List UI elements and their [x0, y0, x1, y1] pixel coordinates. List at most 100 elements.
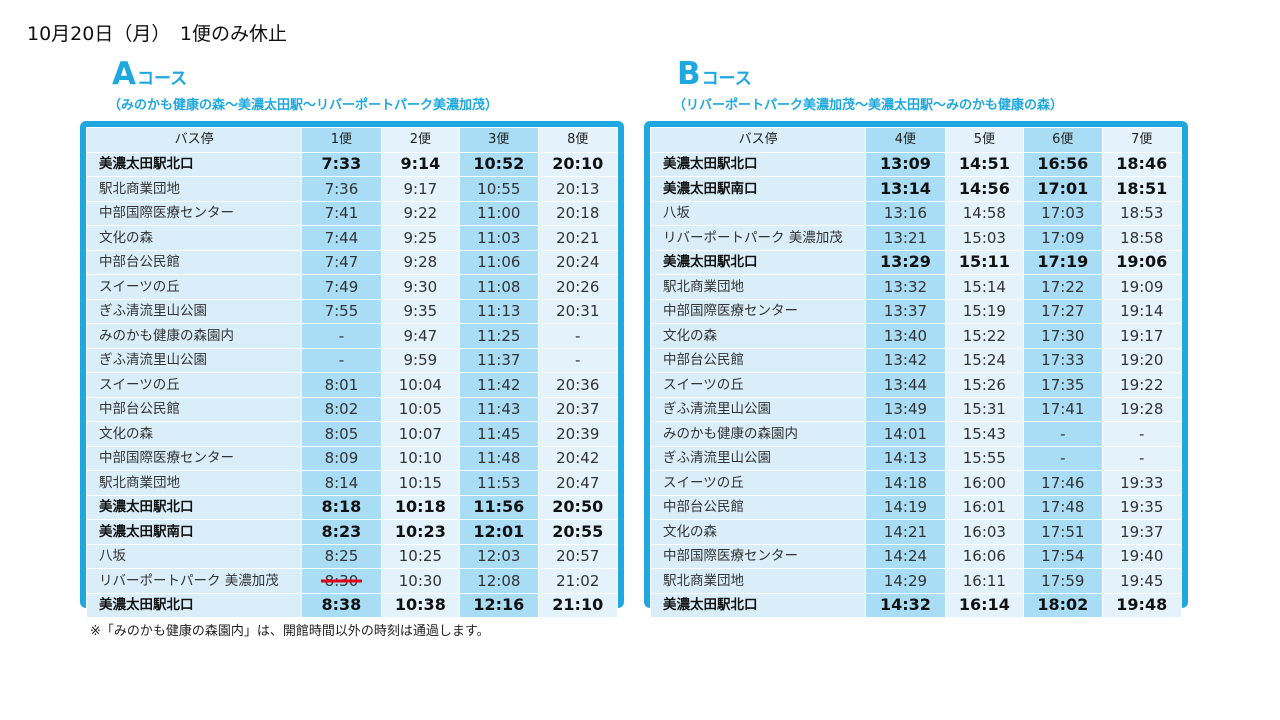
departure-time: 20:18	[537, 200, 619, 226]
departure-time: 15:03	[944, 225, 1025, 251]
table-row: ぎふ清流里山公園 13:49 15:31 17:41 19:28	[649, 396, 1183, 422]
departure-time: 18:58	[1101, 225, 1183, 251]
table-row: 文化の森 7:44 9:25 11:03 20:21	[85, 225, 619, 251]
departure-time: 10:05	[380, 396, 461, 422]
departure-time: 8:38	[301, 592, 382, 618]
departure-time: 17:03	[1023, 200, 1103, 226]
table-row: みのかも健康の森園内 -9:47 11:25-	[85, 323, 619, 349]
stop-name: 八坂	[85, 543, 303, 569]
departure-time: 13:37	[865, 298, 946, 324]
course-b-header-row: バス停 4便 5便 6便 7便	[649, 127, 1183, 153]
departure-time: 21:10	[537, 592, 619, 618]
departure-time: 20:57	[537, 543, 619, 569]
departure-time: 9:59	[380, 347, 461, 373]
departure-time: 9:14	[380, 151, 461, 177]
departure-time: 11:37	[459, 347, 539, 373]
departure-time: 14:51	[944, 151, 1025, 177]
departure-time: 10:15	[380, 470, 461, 496]
departure-time: 19:35	[1101, 494, 1183, 520]
departure-time: 16:01	[944, 494, 1025, 520]
table-row: 八坂 13:16 14:58 17:03 18:53	[649, 200, 1183, 226]
departure-time: 8:18	[301, 494, 382, 520]
departure-time: 13:40	[865, 323, 946, 349]
stop-name: 八坂	[649, 200, 867, 226]
table-row: 八坂 8:25 10:25 12:03 20:57	[85, 543, 619, 569]
departure-time: 10:52	[459, 151, 539, 177]
departure-time: 20:10	[537, 151, 619, 177]
departure-time: 14:01	[865, 421, 946, 447]
departure-time: 19:22	[1101, 372, 1183, 398]
departure-time: 15:19	[944, 298, 1025, 324]
departure-time: 19:06	[1101, 249, 1183, 275]
stop-name: 美濃太田駅北口	[649, 249, 867, 275]
departure-time: 17:46	[1023, 470, 1103, 496]
page-heading: 10月20日（月） 1便のみ休止	[27, 23, 287, 45]
departure-time: -	[301, 323, 382, 349]
table-row: 駅北商業団地 13:32 15:14 17:22 19:09	[649, 274, 1183, 300]
stop-name: 美濃太田駅南口	[649, 176, 867, 202]
departure-time: 11:25	[459, 323, 539, 349]
stop-name: 中部台公民館	[649, 494, 867, 520]
departure-time: 10:23	[380, 519, 461, 545]
course-a-title: Aコース	[112, 56, 187, 92]
course-a-letter: A	[112, 56, 136, 92]
table-row: みのかも健康の森園内 14:01 15:43- -	[649, 421, 1183, 447]
course-a-header-trip: 8便	[537, 127, 619, 153]
table-row: 駅北商業団地 7:36 9:17 10:55 20:13	[85, 176, 619, 202]
stop-name: スイーツの丘	[649, 470, 867, 496]
departure-time: 17:19	[1023, 249, 1103, 275]
stop-name: ぎふ清流里山公園	[85, 298, 303, 324]
departure-time: 11:03	[459, 225, 539, 251]
departure-time: 7:33	[301, 151, 382, 177]
departure-time: 14:13	[865, 445, 946, 471]
departure-time: 15:14	[944, 274, 1025, 300]
table-row: 美濃太田駅北口 7:33 9:14 10:52 20:10	[85, 151, 619, 177]
course-b-header-stop: バス停	[649, 127, 867, 153]
departure-time: 15:43	[944, 421, 1025, 447]
course-b-subtitle: （リバーポートパーク美濃加茂～美濃太田駅～みのかも健康の森）	[673, 98, 1064, 113]
departure-time: 17:54	[1023, 543, 1103, 569]
table-row: リバーポートパーク 美濃加茂 8:30 10:30 12:08 21:02	[85, 568, 619, 594]
departure-time: 12:08	[459, 568, 539, 594]
departure-time: 17:33	[1023, 347, 1103, 373]
table-row: 美濃太田駅北口 14:32 16:14 18:02 19:48	[649, 592, 1183, 618]
table-row: 中部国際医療センター 14:24 16:06 17:54 19:40	[649, 543, 1183, 569]
departure-time: 20:36	[537, 372, 619, 398]
departure-time: 19:33	[1101, 470, 1183, 496]
departure-time: 13:16	[865, 200, 946, 226]
departure-time: -	[537, 347, 619, 373]
departure-time: 17:59	[1023, 568, 1103, 594]
departure-time: 20:26	[537, 274, 619, 300]
departure-time: 19:14	[1101, 298, 1183, 324]
table-row: 美濃太田駅北口 8:18 10:18 11:56 20:50	[85, 494, 619, 520]
departure-time: 11:06	[459, 249, 539, 275]
table-row: 文化の森 13:40 15:22 17:30 19:17	[649, 323, 1183, 349]
departure-time: 14:24	[865, 543, 946, 569]
departure-time: 19:28	[1101, 396, 1183, 422]
departure-time: 11:42	[459, 372, 539, 398]
table-row: 美濃太田駅南口 8:23 10:23 12:01 20:55	[85, 519, 619, 545]
departure-time: -	[1023, 421, 1103, 447]
table-row: ぎふ清流里山公園 14:13 15:55- -	[649, 445, 1183, 471]
departure-time: 10:10	[380, 445, 461, 471]
departure-time: 11:43	[459, 396, 539, 422]
course-b-title: Bコース	[677, 56, 752, 92]
stop-name: 美濃太田駅北口	[85, 151, 303, 177]
departure-time: 16:56	[1023, 151, 1103, 177]
departure-time: 15:55	[944, 445, 1025, 471]
departure-time: 14:18	[865, 470, 946, 496]
course-b-label: コース	[701, 69, 752, 89]
departure-time: 18:51	[1101, 176, 1183, 202]
table-row: ぎふ清流里山公園 7:55 9:35 11:13 20:31	[85, 298, 619, 324]
departure-time: 10:25	[380, 543, 461, 569]
stop-name: 中部国際医療センター	[649, 543, 867, 569]
departure-time: 19:09	[1101, 274, 1183, 300]
departure-time: -	[1101, 445, 1183, 471]
stop-name: リバーポートパーク 美濃加茂	[649, 225, 867, 251]
stop-name: 中部台公民館	[85, 249, 303, 275]
departure-time: 14:19	[865, 494, 946, 520]
departure-time: 20:50	[537, 494, 619, 520]
table-row: ぎふ清流里山公園 -9:59 11:37-	[85, 347, 619, 373]
table-row: 文化の森 8:05 10:07 11:45 20:39	[85, 421, 619, 447]
course-b-letter: B	[677, 56, 701, 92]
